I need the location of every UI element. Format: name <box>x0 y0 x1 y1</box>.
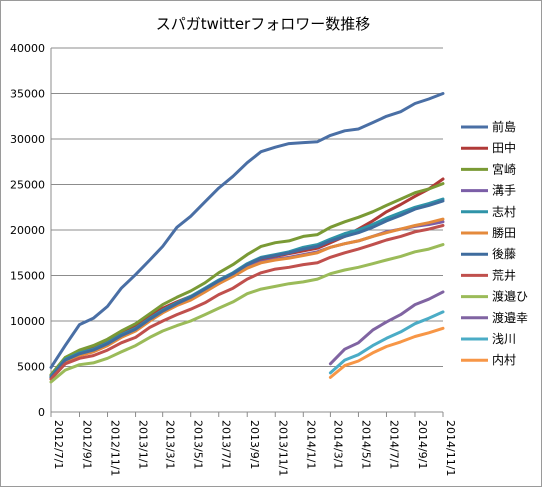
series-line <box>328 326 445 379</box>
y-tick-label: 25000 <box>10 179 45 192</box>
legend-label: 後藤 <box>492 247 516 261</box>
axis-layer: 0 5000 10000 15000 20000 25000 30000 35000 40000… <box>10 42 457 476</box>
y-tick-label: 15000 <box>10 270 45 283</box>
series-layer <box>49 92 445 384</box>
x-tick-label: 2014/9/1 <box>416 420 429 469</box>
y-tick-label: 40000 <box>10 42 45 55</box>
x-tick-label: 2012/11/1 <box>109 420 122 476</box>
y-tick-label: 35000 <box>10 88 45 101</box>
series-line <box>328 290 445 366</box>
series-line <box>328 310 445 375</box>
series-line <box>49 199 445 379</box>
x-tick-label: 2013/11/1 <box>276 420 289 476</box>
series-line <box>49 220 445 379</box>
y-tick-label: 10000 <box>10 315 45 328</box>
x-tick-label: 2013/9/1 <box>248 420 261 469</box>
y-tick-label: 30000 <box>10 133 45 146</box>
y-tick-label: 0 <box>38 406 45 419</box>
legend-label: 前島 <box>492 119 516 134</box>
legend-label: 渡邉幸 <box>492 310 528 325</box>
x-tick-label: 2014/11/1 <box>444 420 457 476</box>
x-tick-label: 2012/9/1 <box>80 420 93 469</box>
series-line <box>49 243 445 384</box>
y-tick-label: 5000 <box>17 361 45 374</box>
legend-label: 田中 <box>492 140 516 155</box>
series-line <box>49 224 445 381</box>
x-tick-label: 2013/5/1 <box>192 420 205 469</box>
x-tick-label: 2013/3/1 <box>164 420 177 469</box>
x-tick-label: 2014/7/1 <box>387 420 400 469</box>
legend-label: 志村 <box>492 205 516 219</box>
series-line <box>49 92 445 369</box>
legend-label: 浅川 <box>492 332 516 346</box>
x-tick-label: 2012/7/1 <box>52 420 65 469</box>
chart-title: スパガtwitterフォロワー数推移 <box>156 15 370 33</box>
legend-label: 勝田 <box>492 225 516 240</box>
series-line <box>49 182 445 377</box>
grid-layer <box>51 47 443 413</box>
x-tick-label: 2014/3/1 <box>331 420 344 469</box>
x-tick-label: 2013/1/1 <box>137 420 150 469</box>
x-tick-label: 2013/7/1 <box>220 420 233 469</box>
legend-label: 渡邉ひ <box>492 289 528 304</box>
legend-label: 荒井 <box>492 268 516 282</box>
series-line <box>49 217 445 380</box>
x-tick-label: 2014/5/1 <box>359 420 372 469</box>
legend-label: 内村 <box>492 353 516 367</box>
x-tick-label: 2014/1/1 <box>304 420 317 469</box>
y-tick-label: 20000 <box>10 224 45 237</box>
legend-label: 宮崎 <box>492 161 516 176</box>
legend-label: 溝手 <box>492 184 516 198</box>
